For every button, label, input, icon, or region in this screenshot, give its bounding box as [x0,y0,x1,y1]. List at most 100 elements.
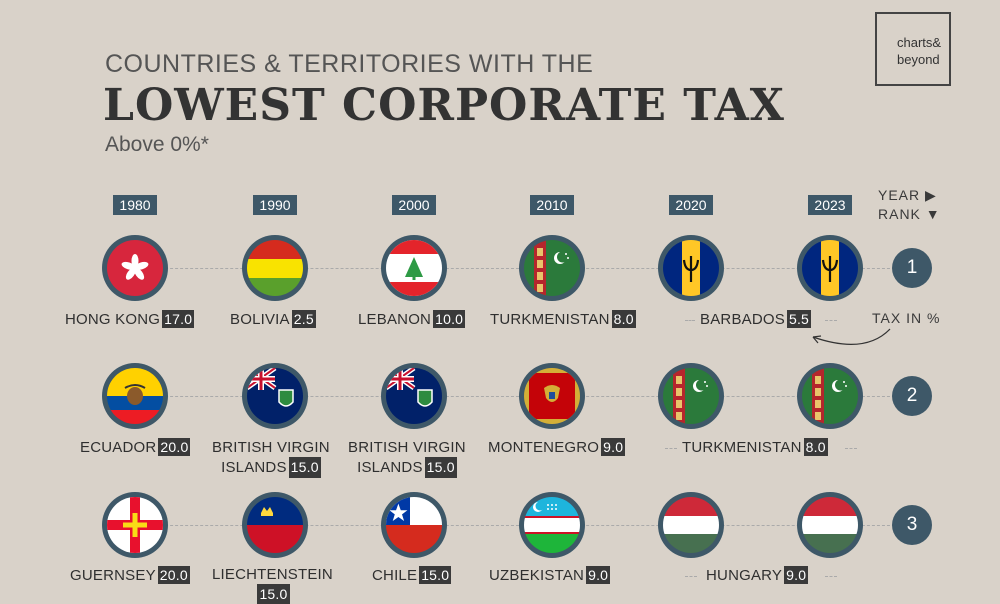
country-name: BARBADOS [700,311,785,328]
year-label-2023: 2023 [808,195,852,215]
flag-uzbekistan [519,492,585,558]
country-name-line1: BRITISH VIRGIN [212,439,330,456]
flag-hungary [658,492,724,558]
flag-barbados-2023 [797,235,863,301]
chart-title: LOWEST CORPORATE TAX [103,80,785,131]
guernsey-flag-icon [107,497,163,553]
country-name: HUNGARY [706,567,783,584]
lebanon-flag-icon [386,240,442,296]
label-barbados: BARBADOS 5.5 [700,310,812,328]
rank-badge-2: 2 [892,376,932,416]
tax-arrow-icon [812,328,891,345]
label-hong-kong: HONG KONG 17.0 [65,310,195,328]
year-label-2010: 2010 [530,195,574,215]
legend-year: YEAR ▶ [878,187,937,203]
barbados-flag-icon [802,240,858,296]
tax-value: 15.0 [419,566,452,584]
turkmenistan-flag-icon [663,368,719,424]
year-label-1980: 1980 [113,195,157,215]
flag-ecuador [102,363,168,429]
hungary-flag-icon [802,497,858,553]
country-name: GUERNSEY [70,567,156,584]
tax-value: 20.0 [158,438,191,456]
flag-montenegro [519,363,585,429]
label-bvi-2000: BRITISH VIRGIN ISLANDS 15.0 [348,438,466,478]
barbados-flag-icon [663,240,719,296]
ecuador-flag-icon [107,368,163,424]
label-turkmenistan: TURKMENISTAN 8.0 [490,310,636,328]
label-liechtenstein: LIECHTENSTEIN 15.0 [212,566,333,604]
country-name: ISLANDS [221,459,287,476]
label-bolivia: BOLIVIA 2.5 [230,310,316,328]
turkmenistan-flag-icon [802,368,858,424]
year-label-1990: 1990 [253,195,297,215]
flag-guernsey [102,492,168,558]
country-name: CHILE [372,567,418,584]
country-name: BOLIVIA [230,311,290,328]
flag-bvi [242,363,308,429]
flag-chile [381,492,447,558]
label-bvi-1990: BRITISH VIRGIN ISLANDS 15.0 [212,438,330,478]
tax-value: 9.0 [784,566,809,584]
bvi-flag-icon [247,368,303,424]
tax-value: 15.0 [257,584,290,604]
bolivia-flag-icon [247,240,303,296]
country-name: ISLANDS [357,459,423,476]
label-connector-left [685,576,697,577]
label-connector-right [825,320,837,321]
tax-value: 9.0 [586,566,611,584]
country-name: HONG KONG [65,311,161,328]
uzbekistan-flag-icon [524,497,580,553]
country-name: TURKMENISTAN [490,311,610,328]
tax-value: 8.0 [803,438,828,456]
tax-value: 15.0 [288,457,321,478]
flag-turkmenistan-2023 [797,363,863,429]
tax-value: 20.0 [157,566,190,584]
turkmenistan-flag-icon [524,240,580,296]
country-name: LIECHTENSTEIN [212,566,333,583]
label-chile: CHILE 15.0 [372,566,452,584]
bvi-flag-icon [386,368,442,424]
flag-turkmenistan [519,235,585,301]
label-lebanon: LEBANON 10.0 [358,310,466,328]
legend-tax: TAX IN % [872,310,941,326]
label-connector-left [665,448,677,449]
chile-flag-icon [386,497,442,553]
tax-value: 5.5 [786,310,812,328]
flag-liechtenstein [242,492,308,558]
hong-kong-flag-icon [107,240,163,296]
hungary-flag-icon [663,497,719,553]
flag-turkmenistan-2020 [658,363,724,429]
tax-value: 9.0 [601,438,626,456]
tax-value: 2.5 [291,310,316,328]
label-turkmenistan-2020: TURKMENISTAN 8.0 [682,438,828,456]
country-name-line1: BRITISH VIRGIN [348,439,466,456]
tax-value: 10.0 [433,310,466,328]
year-label-2000: 2000 [392,195,436,215]
year-label-2020: 2020 [669,195,713,215]
label-connector-right [845,448,857,449]
label-guernsey: GUERNSEY 20.0 [70,566,190,584]
rank-badge-3: 3 [892,505,932,545]
liechtenstein-flag-icon [247,497,303,553]
flag-bolivia [242,235,308,301]
tax-value: 17.0 [162,310,195,328]
montenegro-flag-icon [524,368,580,424]
country-name: ECUADOR [80,439,157,456]
brand-logo: charts& beyond [875,12,951,86]
flag-bvi-2000 [381,363,447,429]
country-name: LEBANON [358,311,432,328]
country-name: MONTENEGRO [488,439,600,456]
chart-note: Above 0%* [105,133,209,156]
logo-line-1: charts& [897,35,942,50]
logo-line-2: beyond [897,52,940,67]
country-name: UZBEKISTAN [489,567,585,584]
label-ecuador: ECUADOR 20.0 [80,438,191,456]
flag-lebanon [381,235,447,301]
legend-rank: RANK ▼ [878,206,941,222]
flag-hungary-2023 [797,492,863,558]
chart-subtitle: COUNTRIES & TERRITORIES WITH THE [105,50,594,78]
label-connector-right [825,576,837,577]
rank-badge-1: 1 [892,248,932,288]
label-uzbekistan: UZBEKISTAN 9.0 [489,566,611,584]
